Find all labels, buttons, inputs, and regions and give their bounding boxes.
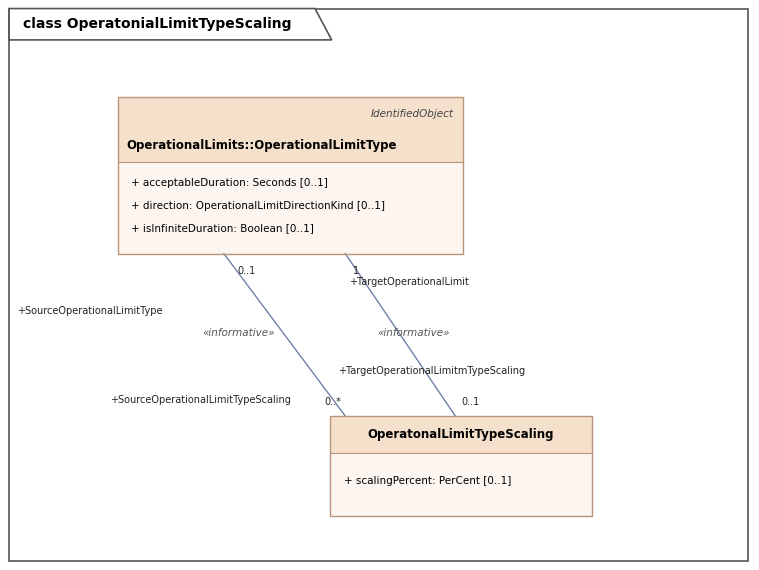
Text: class OperatonialLimitTypeScaling: class OperatonialLimitTypeScaling [23,17,291,31]
Text: + acceptableDuration: Seconds [0..1]: + acceptableDuration: Seconds [0..1] [131,178,328,188]
Text: + direction: OperationalLimitDirectionKind [0..1]: + direction: OperationalLimitDirectionKi… [131,201,386,211]
Text: 0..*: 0..* [325,397,342,407]
Text: 0..1: 0..1 [461,397,480,407]
Text: +TargetOperationalLimitmTypeScaling: +TargetOperationalLimitmTypeScaling [338,365,525,376]
Text: 1: 1 [353,266,359,276]
Text: 0..1: 0..1 [238,266,256,276]
Text: OperationalLimits::OperationalLimitType: OperationalLimits::OperationalLimitType [127,139,397,152]
Bar [118,97,463,162]
Text: + isInfiniteDuration: Boolean [0..1]: + isInfiniteDuration: Boolean [0..1] [131,223,314,234]
Text: OperatonalLimitTypeScaling: OperatonalLimitTypeScaling [368,428,554,441]
Bar [118,97,463,254]
Text: IdentifiedObject: IdentifiedObject [371,109,454,120]
Bar [330,416,592,453]
Text: +SourceOperationalLimitTypeScaling: +SourceOperationalLimitTypeScaling [110,395,291,405]
Bar [330,453,592,516]
Text: +TargetOperationalLimit: +TargetOperationalLimit [349,277,469,287]
Polygon shape [9,9,332,40]
Text: + scalingPercent: PerCent [0..1]: + scalingPercent: PerCent [0..1] [344,477,512,486]
Bar [118,162,463,254]
Text: «informative»: «informative» [203,328,276,339]
Bar [330,416,592,516]
Text: «informative»: «informative» [377,328,450,339]
Text: +SourceOperationalLimitType: +SourceOperationalLimitType [17,306,162,316]
